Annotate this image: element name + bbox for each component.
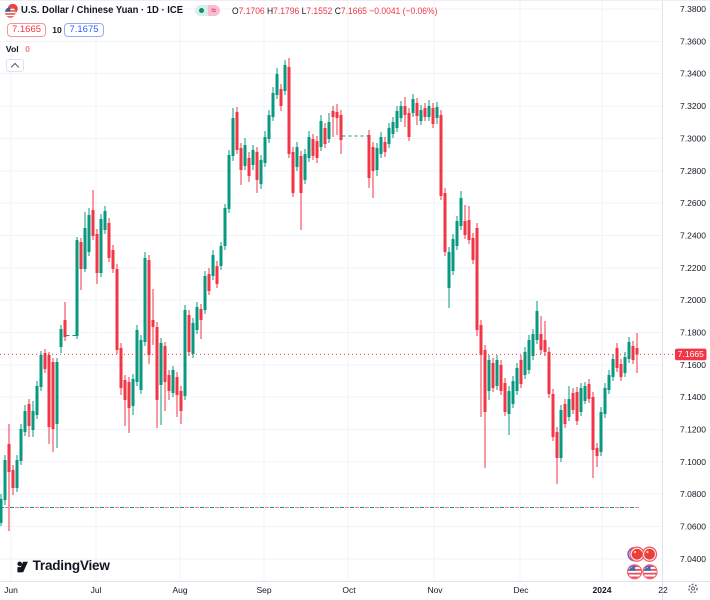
svg-text:Dec: Dec xyxy=(513,585,529,595)
svg-text:7.1800: 7.1800 xyxy=(680,328,706,338)
svg-text:Sep: Sep xyxy=(256,585,271,595)
svg-text:7.2200: 7.2200 xyxy=(680,263,706,273)
svg-text:7.1600: 7.1600 xyxy=(680,360,706,370)
svg-text:Jun: Jun xyxy=(4,585,18,595)
svg-text:7.0800: 7.0800 xyxy=(680,489,706,499)
svg-text:7.1665: 7.1665 xyxy=(678,349,704,359)
svg-text:7.2000: 7.2000 xyxy=(680,295,706,305)
svg-text:7.3600: 7.3600 xyxy=(680,36,706,46)
svg-text:7.1400: 7.1400 xyxy=(680,392,706,402)
svg-text:Aug: Aug xyxy=(172,585,187,595)
svg-text:7.2400: 7.2400 xyxy=(680,231,706,241)
svg-text:7.3200: 7.3200 xyxy=(680,101,706,111)
svg-text:Nov: Nov xyxy=(427,585,443,595)
svg-text:7.0400: 7.0400 xyxy=(680,554,706,564)
svg-text:7.3800: 7.3800 xyxy=(680,4,706,14)
svg-text:7.3400: 7.3400 xyxy=(680,69,706,79)
svg-text:7.0600: 7.0600 xyxy=(680,522,706,532)
svg-text:7.1200: 7.1200 xyxy=(680,425,706,435)
svg-text:7.3000: 7.3000 xyxy=(680,133,706,143)
svg-text:22: 22 xyxy=(658,585,668,595)
svg-text:7.1000: 7.1000 xyxy=(680,457,706,467)
svg-text:7.2600: 7.2600 xyxy=(680,198,706,208)
svg-text:Oct: Oct xyxy=(342,585,356,595)
svg-text:Jul: Jul xyxy=(91,585,102,595)
svg-text:2024: 2024 xyxy=(593,585,612,595)
svg-text:7.2800: 7.2800 xyxy=(680,166,706,176)
